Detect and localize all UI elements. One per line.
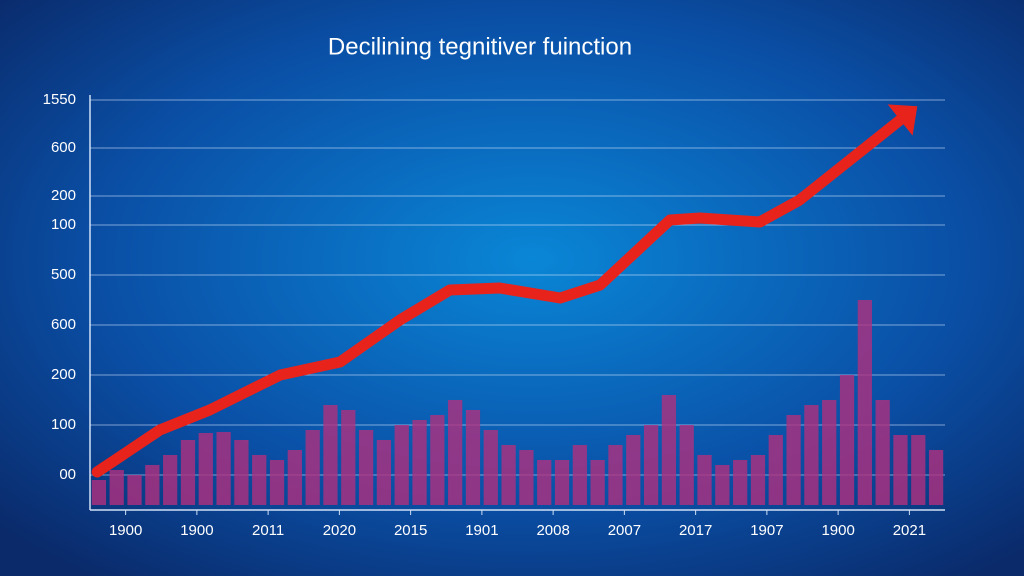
bar — [127, 475, 142, 505]
x-tick-label: 1900 — [109, 522, 142, 539]
bar — [483, 430, 498, 505]
bar — [608, 445, 623, 505]
bar — [376, 440, 392, 505]
x-tick-label: 1907 — [750, 522, 783, 539]
bar — [590, 460, 605, 505]
bar — [109, 470, 124, 505]
bar — [412, 420, 427, 505]
bar — [750, 455, 766, 505]
bar — [287, 450, 302, 505]
bar — [928, 450, 944, 505]
bar — [430, 415, 445, 505]
x-tick-label: 2020 — [323, 522, 356, 539]
bar — [875, 400, 890, 505]
bar — [252, 455, 267, 505]
bar — [358, 430, 374, 505]
x-tick-label: 2011 — [252, 522, 284, 539]
bar — [822, 400, 837, 505]
bar — [305, 430, 320, 505]
bar — [501, 445, 516, 505]
bar — [448, 400, 463, 505]
x-tick-label: 2015 — [394, 522, 427, 539]
x-tick-label: 1900 — [180, 522, 213, 539]
bar — [893, 435, 908, 505]
y-tick-label: 00 — [59, 466, 76, 483]
bar — [216, 432, 231, 505]
bar — [163, 455, 178, 505]
bar — [839, 375, 855, 505]
bar — [91, 480, 107, 505]
bar — [269, 460, 285, 505]
bar — [465, 410, 481, 505]
bar — [145, 465, 160, 505]
y-tick-label: 200 — [51, 187, 76, 204]
bar — [911, 435, 926, 505]
bar — [572, 445, 587, 505]
bar — [198, 433, 213, 505]
bar — [857, 300, 872, 505]
bar — [643, 425, 659, 505]
bar — [519, 450, 534, 505]
x-tick-label: 2008 — [536, 522, 569, 539]
y-tick-label: 100 — [51, 416, 76, 433]
y-tick-label: 500 — [51, 266, 76, 283]
x-tick-label: 2007 — [608, 522, 641, 539]
bar — [804, 405, 819, 505]
bar — [394, 425, 409, 505]
x-tick-label: 2021 — [893, 522, 926, 539]
bar — [341, 410, 356, 505]
trend-line — [91, 114, 906, 478]
bar — [180, 440, 196, 505]
y-tick-label: 600 — [51, 139, 76, 156]
chart-title: Decilining tegnitiver fuinction — [328, 33, 632, 60]
bar — [661, 395, 677, 505]
bar — [679, 425, 694, 505]
x-tick-label: 1901 — [465, 522, 498, 539]
bar — [733, 460, 748, 505]
bar — [626, 435, 641, 505]
bar — [697, 455, 712, 505]
bar — [537, 460, 552, 505]
x-tick-label: 1900 — [821, 522, 854, 539]
y-tick-label: 1550 — [43, 91, 76, 108]
bar — [768, 435, 783, 505]
x-tick-label: 2017 — [679, 522, 712, 539]
bar — [234, 440, 249, 505]
bar — [715, 465, 730, 505]
bar — [554, 460, 570, 505]
bar — [786, 415, 801, 505]
y-tick-label: 200 — [51, 366, 76, 383]
arrow-head — [887, 104, 918, 136]
y-tick-label: 600 — [51, 316, 76, 333]
y-tick-label: 100 — [51, 216, 76, 233]
bar — [323, 405, 338, 505]
